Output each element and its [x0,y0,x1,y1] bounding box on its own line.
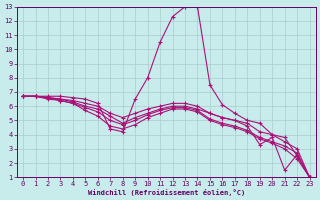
X-axis label: Windchill (Refroidissement éolien,°C): Windchill (Refroidissement éolien,°C) [88,189,245,196]
